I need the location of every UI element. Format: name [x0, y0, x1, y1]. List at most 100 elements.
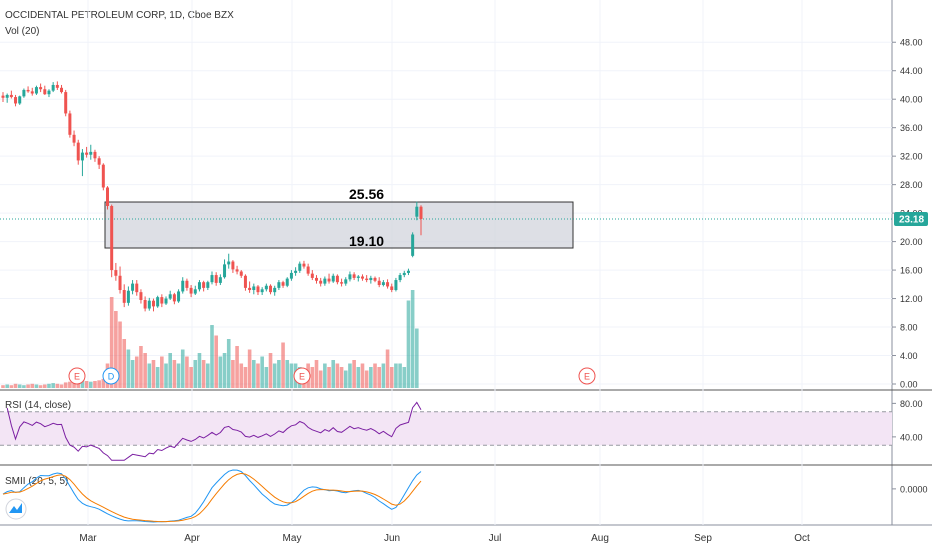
candle: [181, 277, 185, 294]
candle: [269, 284, 273, 295]
candle-body: [97, 158, 101, 165]
volume-bar: [377, 367, 381, 388]
candle: [315, 275, 318, 284]
candle: [51, 82, 55, 93]
candle: [360, 274, 364, 281]
candle: [415, 201, 419, 221]
candle: [289, 270, 293, 281]
earnings-marker[interactable]: E: [68, 367, 86, 385]
candle-body: [281, 282, 285, 286]
candle-body: [260, 289, 264, 293]
candle-body: [177, 291, 181, 302]
candle-body: [310, 273, 314, 278]
candle-body: [202, 282, 206, 288]
candle: [356, 275, 360, 282]
candle-body: [273, 287, 277, 293]
candle: [264, 283, 268, 292]
dividend-marker[interactable]: D: [102, 367, 120, 385]
price-axis[interactable]: 48.0044.0040.0036.0032.0028.0024.0020.00…: [892, 38, 923, 390]
candle: [302, 260, 306, 269]
volume-bar: [185, 356, 189, 388]
candle: [160, 294, 164, 308]
volume-bar: [327, 367, 331, 388]
candle-body: [147, 300, 151, 309]
candle: [126, 286, 130, 306]
time-tick-label: Mar: [79, 533, 97, 544]
volume-bar: [369, 367, 373, 388]
volume-bar: [402, 367, 407, 388]
time-axis[interactable]: Mar Apr May Jun Jul Aug Sep Oct: [79, 533, 810, 544]
candle-body: [135, 283, 139, 293]
tradingview-logo-icon[interactable]: [5, 498, 27, 520]
volume-bar: [226, 339, 231, 388]
candle-body: [9, 94, 13, 98]
candle: [139, 289, 143, 304]
volume-bar: [1, 385, 5, 388]
candle-body: [68, 113, 72, 135]
volume-bar: [206, 363, 210, 388]
volume-bar: [222, 353, 227, 388]
volume-bar: [55, 383, 60, 388]
earnings-marker[interactable]: E: [293, 367, 311, 385]
candle: [381, 280, 385, 287]
volume-bar: [256, 363, 260, 388]
candle: [411, 232, 415, 258]
candle: [398, 272, 402, 283]
candle: [135, 280, 139, 296]
price-zone-box[interactable]: [104, 201, 574, 249]
candle: [298, 261, 302, 273]
volume-bar: [5, 384, 9, 388]
candle: [243, 274, 247, 291]
candle: [97, 156, 101, 169]
price-tick-label: 28.00: [900, 180, 923, 190]
candle: [101, 163, 105, 191]
candle: [18, 95, 22, 105]
candle: [239, 270, 243, 278]
volume-bar: [84, 381, 89, 388]
candle-body: [156, 297, 160, 307]
candle-body: [80, 152, 84, 161]
candle: [89, 144, 93, 160]
price-tick-label: 40.00: [900, 95, 923, 105]
rsi-label: RSI (14, close): [5, 400, 71, 411]
candle: [110, 204, 114, 278]
candle-body: [210, 275, 214, 283]
earnings-marker-circle: [578, 367, 596, 385]
candle-body: [214, 275, 218, 283]
volume-bar: [176, 363, 181, 388]
volume-bar: [260, 356, 264, 388]
zone-lower-label: 19.10: [349, 233, 384, 249]
candle-body: [294, 270, 298, 273]
candle: [348, 271, 352, 282]
candle: [39, 83, 43, 93]
price-tick-label: 0.00: [900, 380, 918, 390]
candle-body: [26, 89, 30, 92]
candle: [55, 81, 59, 90]
event-markers[interactable]: E E ED: [68, 367, 596, 385]
smi-tick-label: 0.0000: [900, 484, 928, 494]
volume-bar: [231, 360, 235, 388]
candle-body: [160, 297, 164, 304]
candle: [168, 290, 172, 300]
candle-body: [131, 283, 135, 291]
candle-body: [335, 275, 339, 283]
volume-bar: [126, 349, 131, 388]
volume-bar: [130, 360, 135, 388]
volume-bar: [109, 297, 114, 388]
dividend-marker-label: D: [108, 372, 115, 382]
candle: [93, 149, 97, 162]
volume-bar: [160, 356, 164, 388]
candle: [197, 280, 201, 292]
candle-body: [419, 206, 423, 219]
price-tick-label: 8.00: [900, 323, 918, 333]
volume-bar: [247, 349, 252, 388]
volume-bars: [1, 290, 419, 388]
earnings-marker[interactable]: E: [578, 367, 596, 385]
candle: [147, 297, 151, 311]
candle: [202, 280, 206, 292]
candle-body: [76, 142, 80, 161]
price-tick-label: 36.00: [900, 123, 923, 133]
candle-body: [298, 263, 302, 271]
rsi-tick-label: 80.00: [900, 399, 923, 409]
